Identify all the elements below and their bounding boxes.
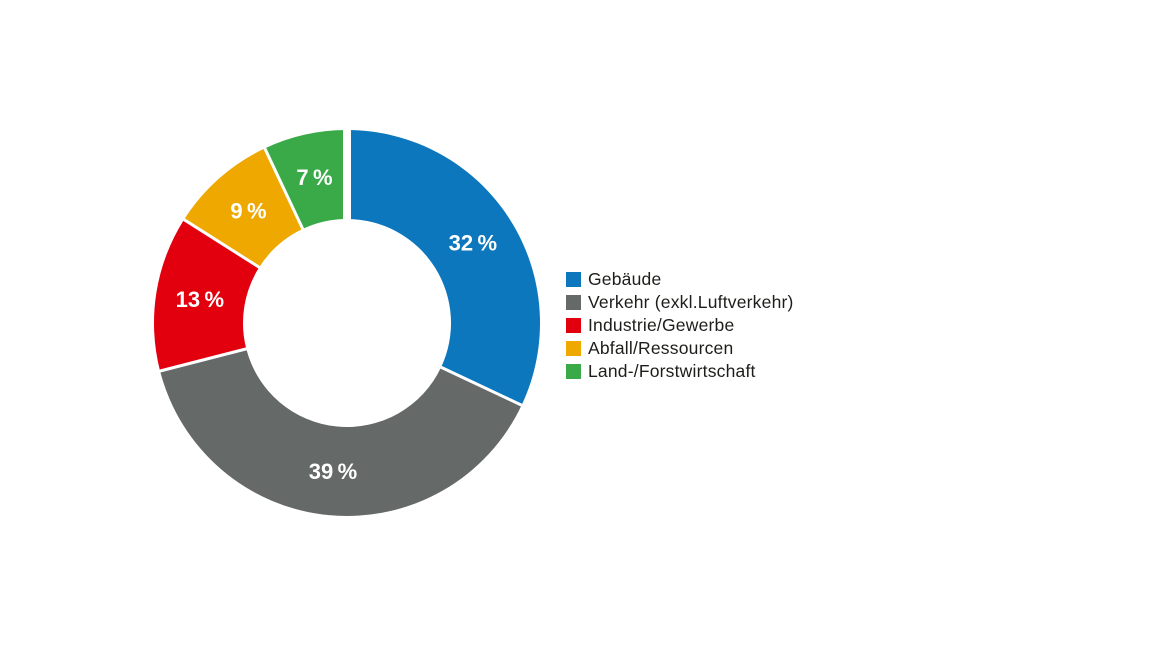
donut-chart: 32 % 39 % 13 % 9 % 7 %	[151, 123, 540, 516]
slice-separator	[151, 345, 255, 375]
donut-slice	[264, 130, 347, 229]
legend-label: Verkehr (exkl.Luftverkehr)	[588, 292, 794, 312]
donut-slice	[347, 130, 540, 406]
slice-separator	[260, 140, 308, 237]
legend-item: Land-/Forstwirtschaft	[566, 360, 794, 383]
slice-value-label: 9 %	[230, 199, 266, 224]
chart-legend: Gebäude Verkehr (exkl.Luftverkehr) Industr…	[566, 268, 794, 383]
slice-value-label: 32 %	[449, 231, 497, 256]
donut-slice	[160, 348, 522, 516]
legend-item: Abfall/Ressourcen	[566, 337, 794, 360]
legend-swatch	[566, 364, 581, 379]
legend-label: Industrie/Gewerbe	[588, 315, 735, 335]
slice-separator	[433, 362, 530, 410]
legend-item: Gebäude	[566, 268, 794, 291]
slice-value-label: 39 %	[309, 459, 357, 484]
legend-swatch	[566, 341, 581, 356]
slice-value-label: 13 %	[176, 287, 224, 312]
legend-swatch	[566, 318, 581, 333]
slice-separator	[176, 214, 267, 273]
legend-label: Land-/Forstwirtschaft	[588, 361, 756, 381]
legend-swatch	[566, 295, 581, 310]
legend-swatch	[566, 272, 581, 287]
donut-slice	[154, 219, 260, 371]
legend-item: Industrie/Gewerbe	[566, 314, 794, 337]
legend-label: Gebäude	[588, 269, 662, 289]
legend-item: Verkehr (exkl.Luftverkehr)	[566, 291, 794, 314]
legend-label: Abfall/Ressourcen	[588, 338, 734, 358]
slice-value-label: 7 %	[296, 165, 332, 190]
